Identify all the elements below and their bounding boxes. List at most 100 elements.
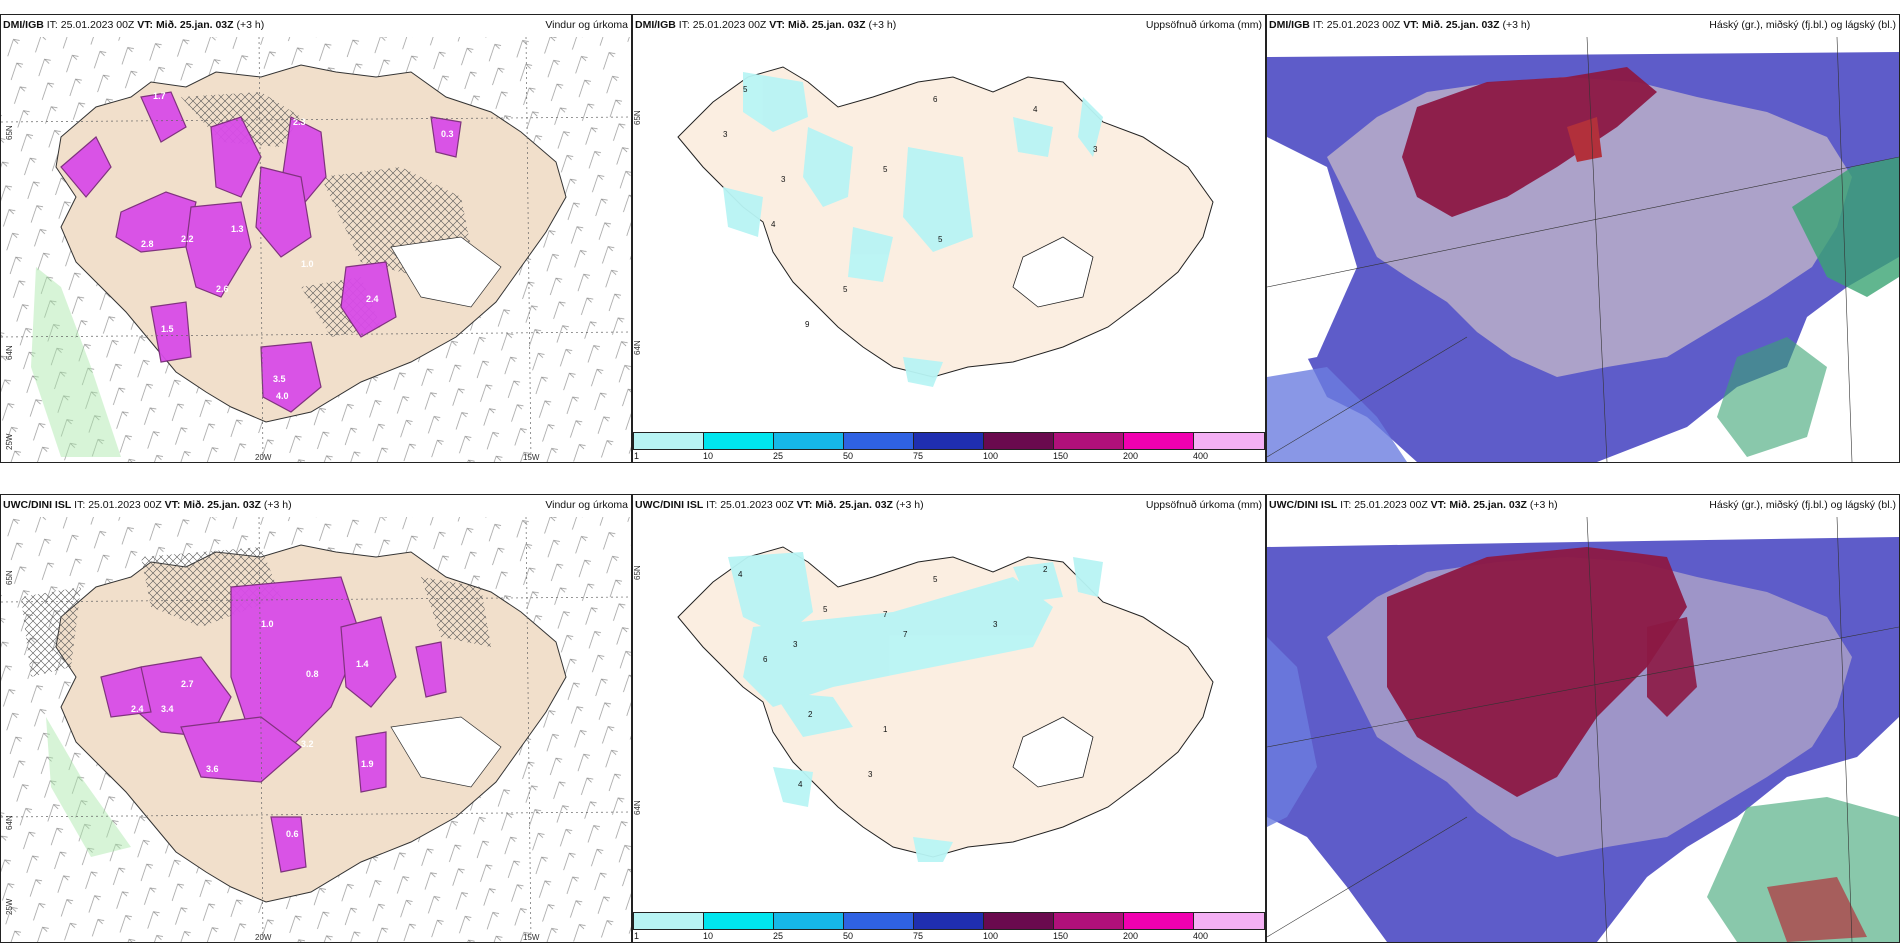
legend-swatch [703, 912, 774, 930]
legend-swatch [1123, 912, 1194, 930]
panel-header: UWC/DINI ISL IT: 25.01.2023 00Z VT: Mið.… [1267, 495, 1899, 517]
legend-tick: 75 [913, 931, 924, 941]
accum-precip-panel: DMI/IGB IT: 25.01.2023 00Z VT: Mið. 25.j… [632, 14, 1266, 463]
lat-label: 65N [5, 125, 14, 140]
precip-value: 1.0 [261, 619, 274, 629]
precip-value: 3.2 [301, 739, 314, 749]
panel-title: Vindur og úrkoma [545, 499, 628, 511]
lat-label: 64N [5, 345, 14, 360]
legend-tick: 50 [843, 451, 854, 461]
legend-swatch [983, 432, 1054, 450]
accum-value: 1 [883, 725, 888, 734]
accum-value: 5 [933, 575, 938, 584]
cloud-map [1267, 37, 1899, 462]
legend-tick: 150 [1053, 931, 1069, 941]
accum-map: 5 3 4 5 6 3 5 5 9 4 3 [633, 37, 1265, 427]
legend-tick: 200 [1123, 451, 1139, 461]
model-name: UWC/DINI ISL [3, 499, 72, 511]
cloud-panel: UWC/DINI ISL IT: 25.01.2023 00Z VT: Mið.… [1266, 494, 1900, 943]
accum-value: 4 [1033, 105, 1038, 114]
precip-areas [728, 552, 1103, 862]
legend-tick: 100 [983, 451, 999, 461]
lon-label: 15W [523, 453, 540, 462]
accum-value: 3 [781, 175, 786, 184]
precip-value: 3.6 [206, 764, 219, 774]
panel-header: UWC/DINI ISL IT: 25.01.2023 00Z VT: Mið.… [633, 495, 1265, 517]
panel-title: Háský (gr.), miðský (fj.bl.) og lágský (… [1709, 19, 1896, 31]
panel-header: DMI/IGB IT: 25.01.2023 00Z VT: Mið. 25.j… [1, 15, 631, 37]
accum-value: 2 [808, 710, 813, 719]
legend-tick: 1 [634, 931, 640, 941]
accum-value: 5 [883, 165, 888, 174]
precip-value: 2.4 [131, 704, 144, 714]
precip-value: 1.9 [361, 759, 374, 769]
legend-swatch [703, 432, 774, 450]
lat-label: 64N [633, 340, 642, 355]
lat-label: 64N [633, 800, 642, 815]
precip-value: 0.3 [441, 129, 454, 139]
lon-label: 15W [523, 933, 540, 942]
model-name: DMI/IGB [3, 19, 44, 31]
precip-value: 1.5 [161, 324, 174, 334]
accum-value: 6 [763, 655, 768, 664]
precip-value: 2.3 [293, 117, 306, 127]
precip-legend: 1 10 25 50 75 100 150 200 400 [633, 912, 1265, 942]
lon-label: 25W [5, 898, 14, 915]
legend-swatch [1193, 432, 1265, 450]
legend-swatch [1123, 432, 1194, 450]
panel-title: Uppsöfnuð úrkoma (mm) [1145, 499, 1262, 511]
accum-value: 2 [1043, 565, 1048, 574]
precip-value: 0.6 [286, 829, 299, 839]
legend-swatch [843, 432, 914, 450]
precip-value: 1.7 [153, 91, 166, 101]
panel-title: Vindur og úrkoma [545, 19, 628, 31]
accum-value: 3 [868, 770, 873, 779]
cloud-panel: DMI/IGB IT: 25.01.2023 00Z VT: Mið. 25.j… [1266, 14, 1900, 463]
accum-value: 7 [883, 610, 888, 619]
accum-value: 5 [743, 85, 748, 94]
accum-value: 3 [1093, 145, 1098, 154]
accum-value: 4 [771, 220, 776, 229]
high-cloud [1792, 157, 1899, 297]
wind-precip-panel: DMI/IGB IT: 25.01.2023 00Z VT: Mið. 25.j… [0, 14, 632, 463]
legend-swatch [1053, 432, 1124, 450]
mid-cloud [1387, 547, 1687, 797]
precip-value: 1.4 [356, 659, 369, 669]
wind-map: 2.8 2.2 1.3 2.6 3.5 4.0 2.3 1.7 0.3 1.0 … [1, 37, 631, 462]
legend-tick: 400 [1193, 931, 1209, 941]
legend-tick: 75 [913, 451, 924, 461]
lat-label: 65N [633, 110, 642, 125]
legend-swatch [773, 432, 844, 450]
run-info: UWC/DINI ISL IT: 25.01.2023 00Z VT: Mið.… [635, 499, 924, 511]
legend-swatch [633, 432, 704, 450]
precip-value: 3.4 [161, 704, 174, 714]
legend-swatch [913, 432, 984, 450]
accum-value: 3 [793, 640, 798, 649]
legend-swatch [983, 912, 1054, 930]
lon-label: 20W [255, 933, 272, 942]
accum-value: 3 [993, 620, 998, 629]
run-info: DMI/IGB IT: 25.01.2023 00Z VT: Mið. 25.j… [3, 19, 265, 31]
precip-value: 2.4 [366, 294, 379, 304]
wind-map: 3.4 2.4 3.6 3.2 1.4 0.8 1.0 0.6 2.7 1.9 [1, 517, 631, 942]
legend-swatch [633, 912, 704, 930]
panel-header: UWC/DINI ISL IT: 25.01.2023 00Z VT: Mið.… [1, 495, 631, 517]
precip-areas [723, 72, 1103, 387]
precip-value: 2.8 [141, 239, 154, 249]
accum-value: 5 [938, 235, 943, 244]
run-info: DMI/IGB IT: 25.01.2023 00Z VT: Mið. 25.j… [635, 19, 897, 31]
accum-value: 5 [843, 285, 848, 294]
legend-tick: 25 [773, 931, 784, 941]
precip-legend: 1 10 25 50 75 100 150 200 400 [633, 432, 1265, 462]
panel-header: DMI/IGB IT: 25.01.2023 00Z VT: Mið. 25.j… [1267, 15, 1899, 37]
legend-swatch [843, 912, 914, 930]
precip-value: 1.0 [301, 259, 314, 269]
run-info: DMI/IGB IT: 25.01.2023 00Z VT: Mið. 25.j… [1269, 19, 1531, 31]
panel-title: Uppsöfnuð úrkoma (mm) [1145, 19, 1262, 31]
precip-value: 0.8 [306, 669, 319, 679]
precip-value: 2.2 [181, 234, 194, 244]
panel-header: DMI/IGB IT: 25.01.2023 00Z VT: Mið. 25.j… [633, 15, 1265, 37]
accum-map: 4 5 7 3 6 5 7 2 3 1 2 4 3 [633, 517, 1265, 907]
precip-value: 3.5 [273, 374, 286, 384]
lon-label: 20W [255, 453, 272, 462]
